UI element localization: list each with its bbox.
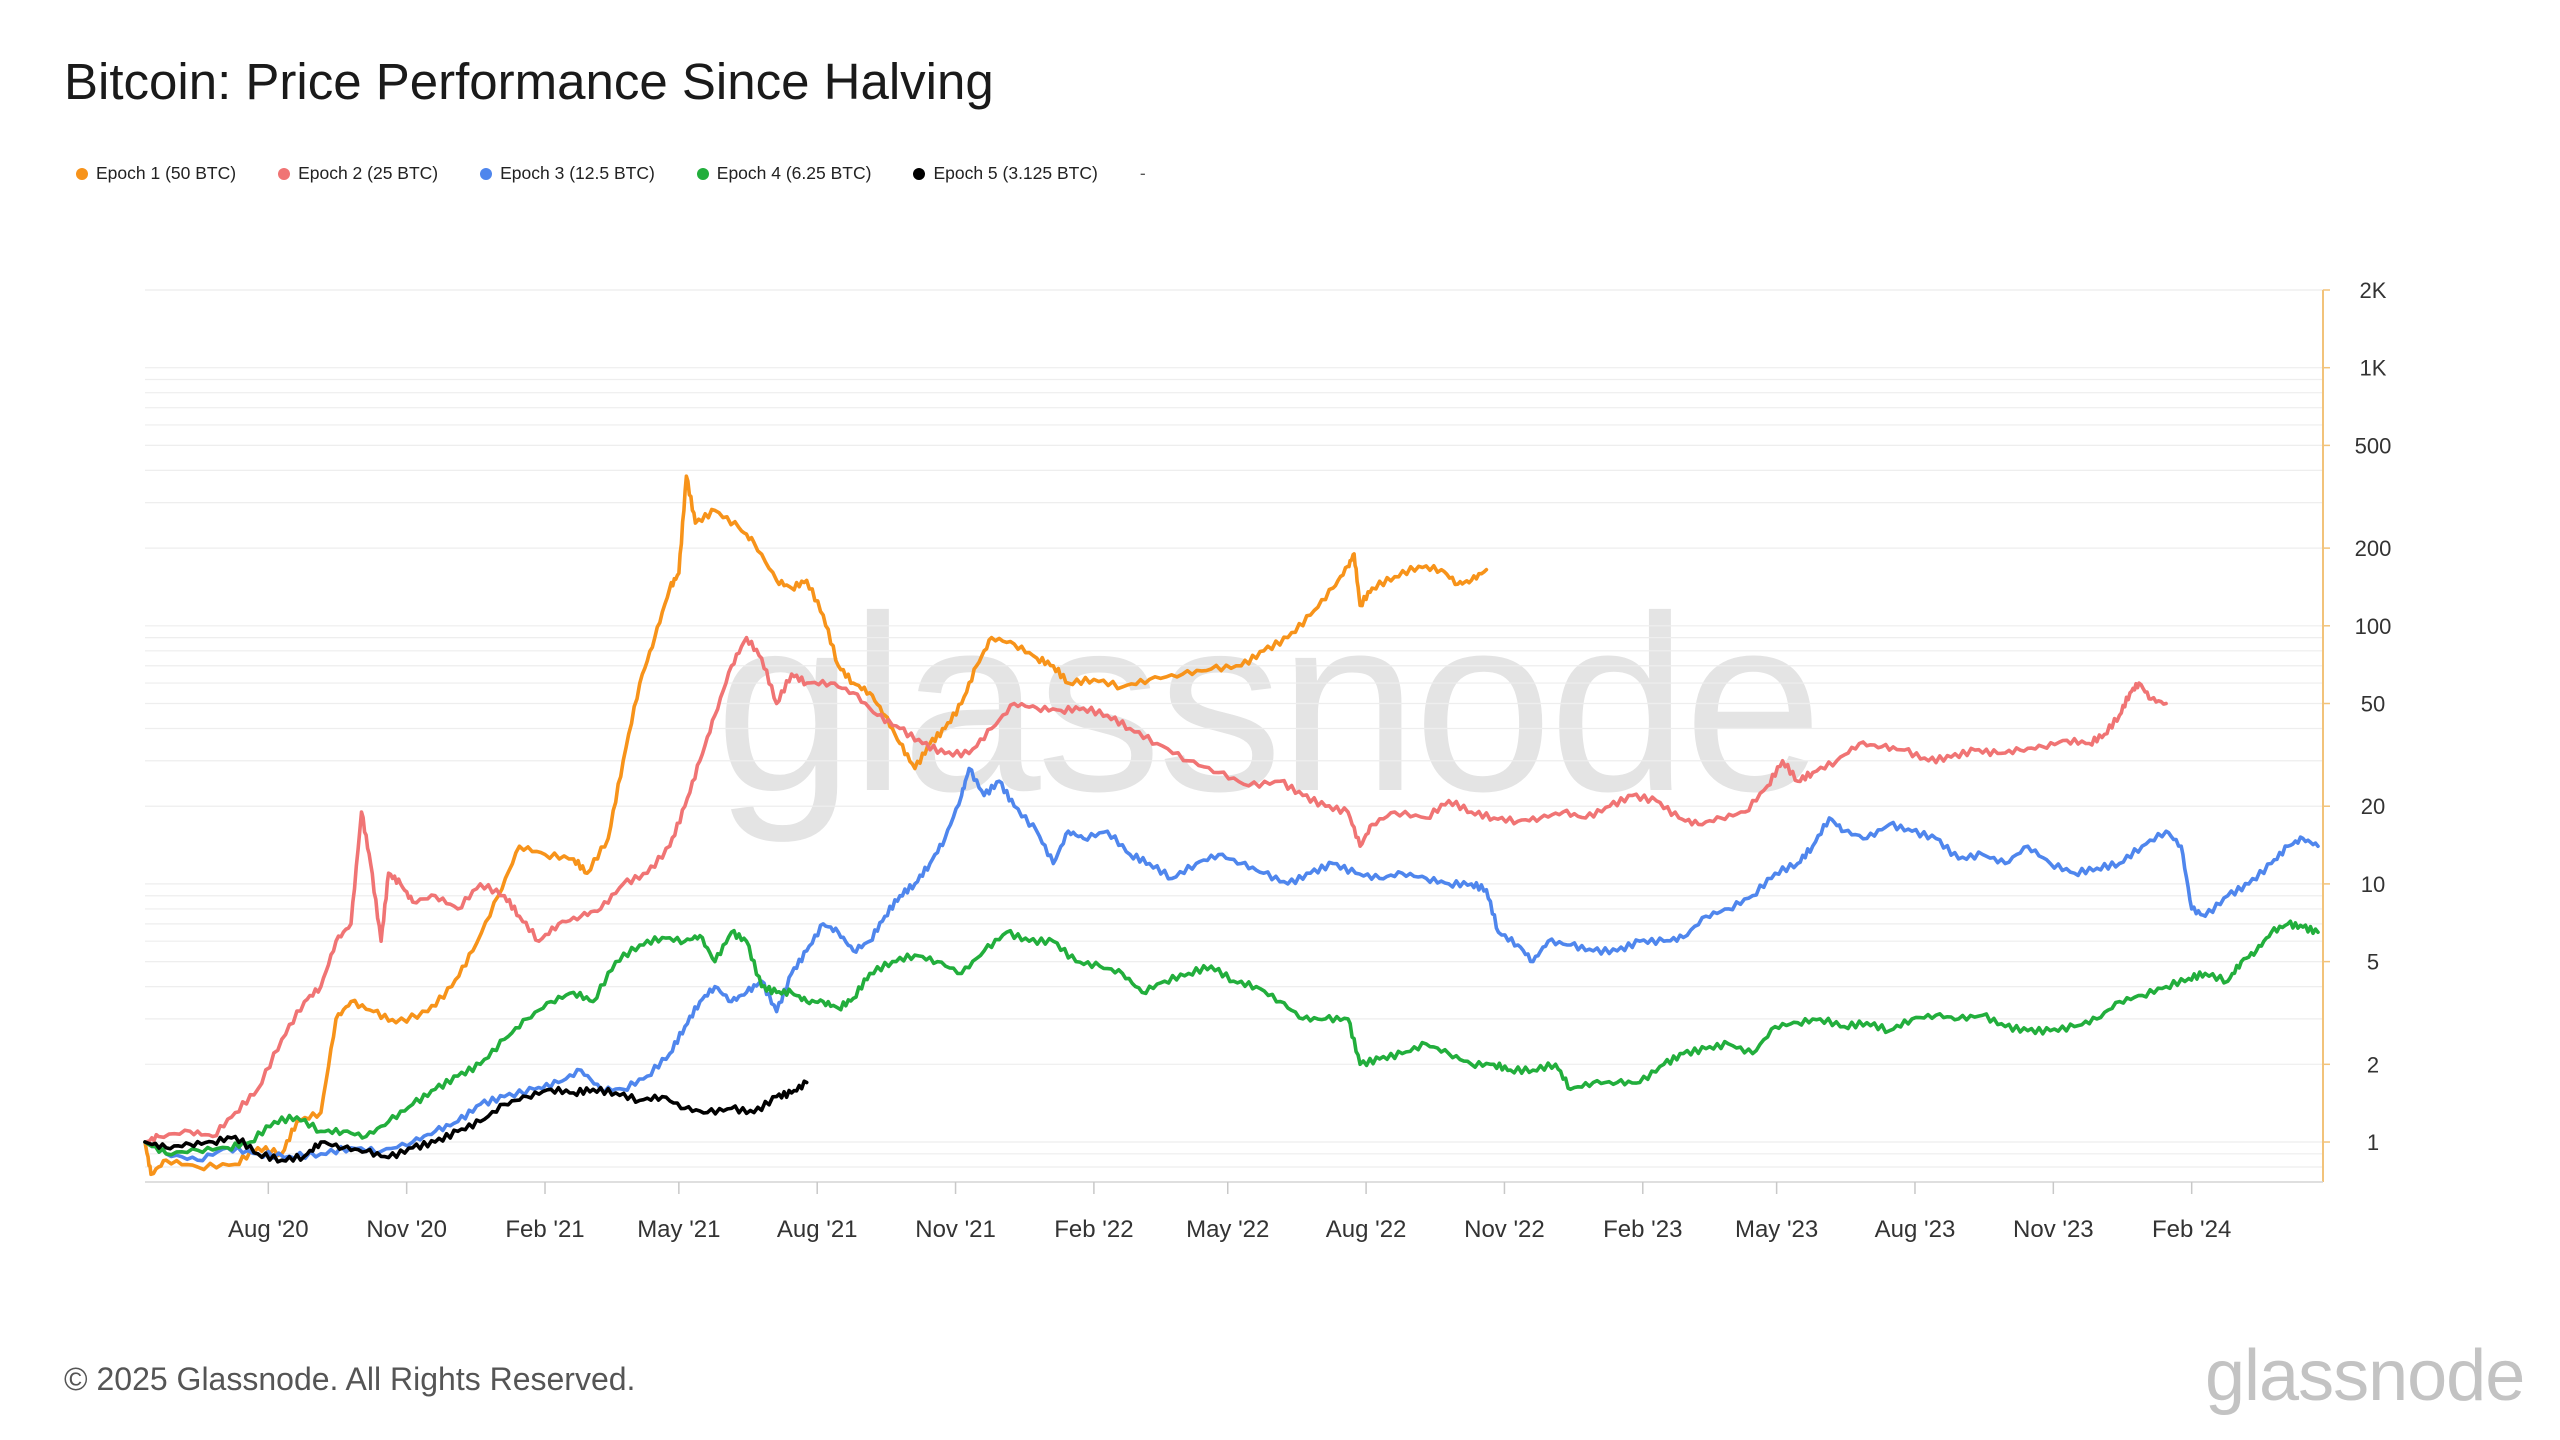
x-tick-label: Aug '23: [1875, 1216, 1956, 1243]
legend-item[interactable]: Epoch 3 (12.5 BTC): [480, 163, 655, 184]
y-tick-label: 5: [2367, 950, 2379, 975]
legend-extra: -: [1139, 163, 1146, 183]
x-tick-label: Feb '24: [2152, 1216, 2231, 1243]
y-tick-label: 100: [2355, 614, 2392, 639]
legend-item[interactable]: Epoch 1 (50 BTC): [76, 163, 236, 184]
x-tick-label: Aug '22: [1326, 1216, 1407, 1243]
legend-dot: [480, 167, 493, 180]
legend-dot: [278, 167, 291, 180]
y-tick-label: 200: [2355, 536, 2392, 561]
legend-label: Epoch 5 (3.125 BTC): [933, 163, 1098, 183]
x-tick-label: Feb '23: [1603, 1216, 1682, 1243]
x-tick-label: Aug '21: [777, 1216, 858, 1243]
legend-label: Epoch 2 (25 BTC): [298, 163, 439, 183]
y-tick-label: 10: [2361, 872, 2385, 897]
legend-dot: [913, 167, 926, 180]
x-tick-label: May '23: [1735, 1216, 1818, 1243]
x-tick-label: May '21: [637, 1216, 720, 1243]
series-line: [143, 635, 2168, 1144]
y-tick-label: 1K: [2360, 356, 2387, 381]
x-tick-label: Nov '21: [915, 1216, 996, 1243]
legend: Epoch 1 (50 BTC) Epoch 2 (25 BTC) Epoch 3 …: [76, 163, 1146, 184]
y-tick-label: 2: [2367, 1052, 2379, 1077]
x-tick-label: Feb '21: [505, 1216, 584, 1243]
chart-title: Bitcoin: Price Performance Since Halving: [64, 53, 994, 110]
series-lines: [143, 474, 2320, 1177]
legend-item[interactable]: Epoch 5 (3.125 BTC): [913, 163, 1098, 184]
x-axis: Aug '20 Nov '20 Feb '21 May '21 Aug '21 Nov '…: [228, 1182, 2231, 1243]
legend-item[interactable]: Epoch 2 (25 BTC): [278, 163, 438, 184]
y-tick-label: 50: [2361, 692, 2385, 717]
y-tick-label: 500: [2355, 433, 2392, 458]
x-tick-label: Feb '22: [1054, 1216, 1133, 1243]
legend-label: Epoch 4 (6.25 BTC): [716, 163, 872, 183]
x-tick-label: Nov '23: [2013, 1216, 2094, 1243]
y-tick-label: 2K: [2360, 278, 2387, 303]
legend-dot: [696, 167, 709, 180]
copyright-text: © 2025 Glassnode. All Rights Reserved.: [64, 1361, 636, 1397]
grid-lines: [145, 289, 2323, 1183]
x-tick-label: Nov '20: [366, 1216, 447, 1243]
series-line: [143, 1079, 809, 1164]
y-axis: 2K 1K 500 200 100 50 20 10 5 2 1: [2323, 278, 2391, 1155]
x-tick-label: Aug '20: [228, 1216, 309, 1243]
glassnode-logo: glassnode: [2205, 1336, 2525, 1416]
legend-item[interactable]: Epoch 4 (6.25 BTC): [696, 163, 872, 184]
x-tick-label: May '22: [1186, 1216, 1269, 1243]
series-line: [143, 919, 2320, 1157]
x-tick-label: Nov '22: [1464, 1216, 1545, 1243]
y-tick-label: 20: [2361, 794, 2385, 819]
legend-dot: [76, 167, 88, 180]
series-line: [143, 474, 1489, 1177]
legend-label: Epoch 3 (12.5 BTC): [500, 163, 655, 183]
legend-label: Epoch 1 (50 BTC): [96, 163, 237, 183]
series-line: [143, 766, 2320, 1163]
y-tick-label: 1: [2367, 1130, 2379, 1155]
